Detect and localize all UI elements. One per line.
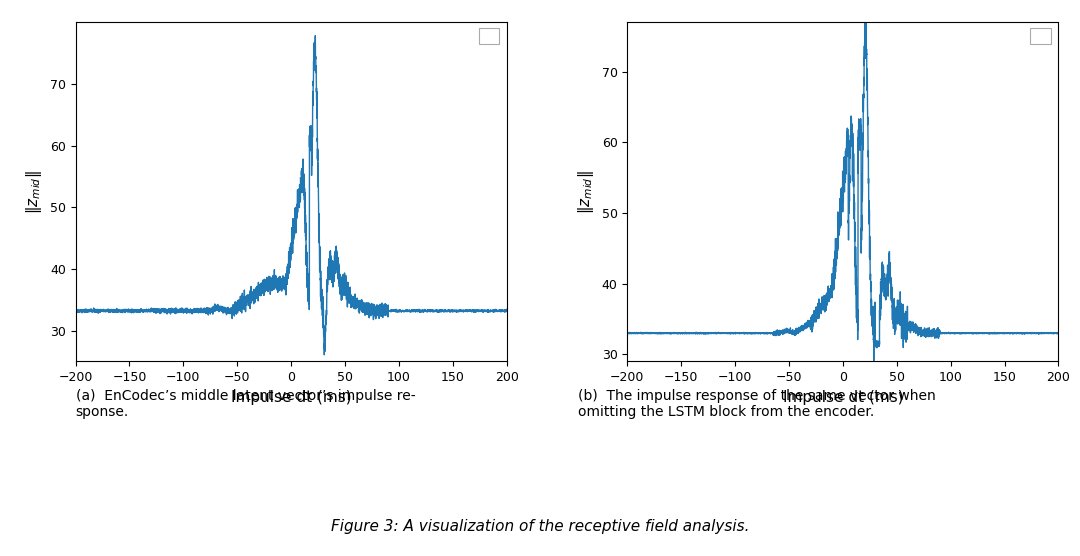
- Y-axis label: $\|z_{mid}\|$: $\|z_{mid}\|$: [576, 170, 596, 214]
- Text: (a)  EnCodec’s middle latent vector’s impulse re-
sponse.: (a) EnCodec’s middle latent vector’s imp…: [76, 389, 415, 419]
- Text: Figure 3: A visualization of the receptive field analysis.: Figure 3: A visualization of the recepti…: [330, 519, 750, 534]
- FancyBboxPatch shape: [1030, 28, 1051, 44]
- Y-axis label: $\|z_{mid}\|$: $\|z_{mid}\|$: [25, 170, 44, 214]
- X-axis label: Impulse dt (ms): Impulse dt (ms): [783, 390, 903, 405]
- FancyBboxPatch shape: [478, 28, 499, 44]
- X-axis label: Impulse dt (ms): Impulse dt (ms): [231, 390, 351, 405]
- Text: (b)  The impulse response of the same vector when
omitting the LSTM block from t: (b) The impulse response of the same vec…: [578, 389, 935, 419]
